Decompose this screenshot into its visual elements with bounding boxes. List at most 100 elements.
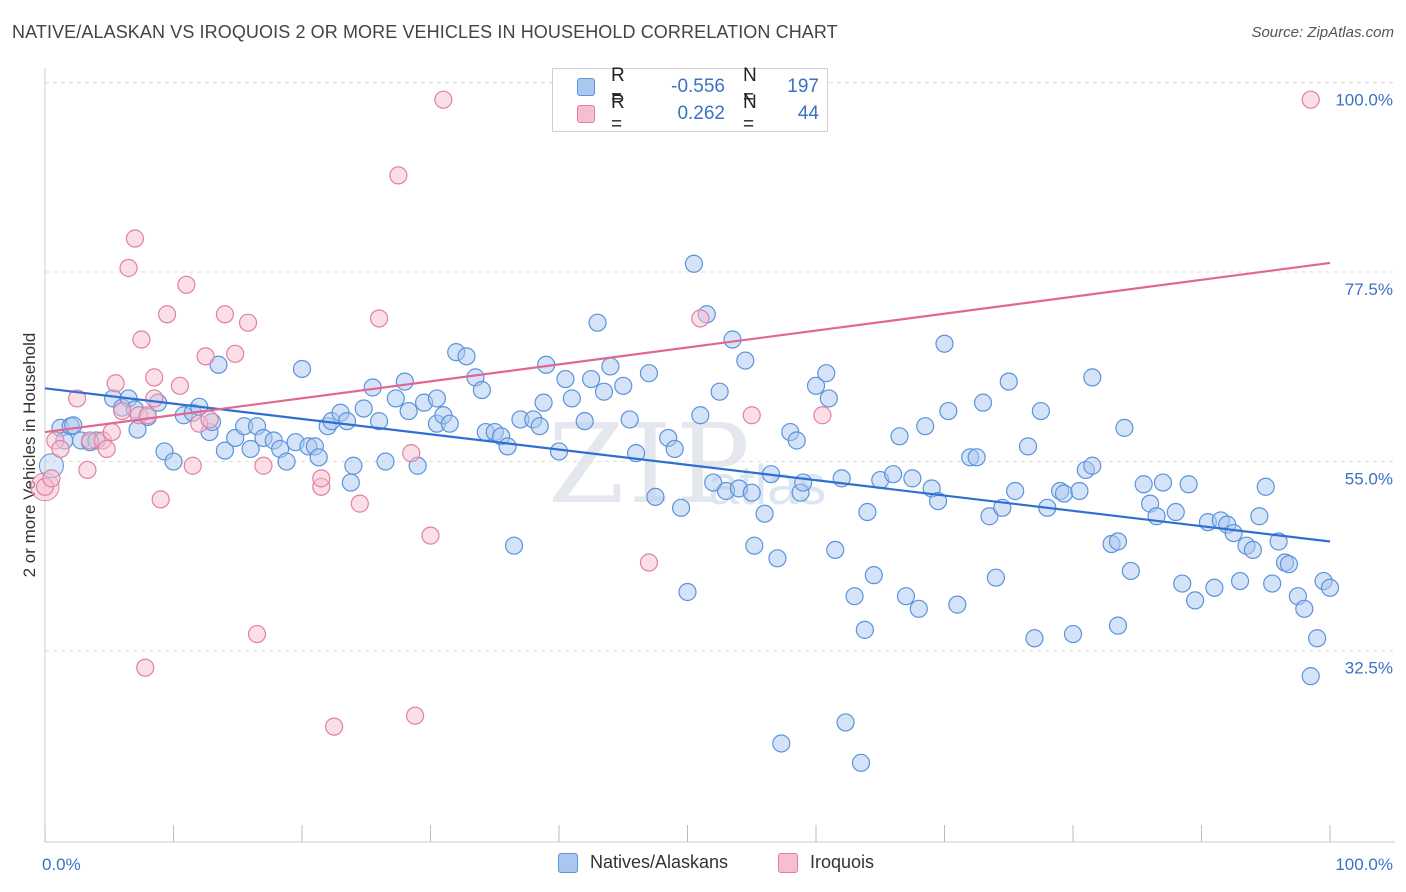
native-point (710, 382, 729, 401)
native-point (916, 417, 935, 436)
native-point (370, 412, 389, 431)
series-swatch-natives (558, 852, 578, 873)
iroquois-point (312, 469, 331, 488)
native-point (376, 452, 395, 471)
native-point (588, 313, 607, 332)
native-point (1083, 456, 1102, 475)
native-point (337, 412, 357, 431)
native-point (794, 473, 813, 492)
chart-title: NATIVE/ALASKAN VS IROQUOIS 2 OR MORE VEH… (12, 22, 838, 42)
iroquois-point (226, 344, 245, 363)
iroquois-point (151, 490, 170, 509)
series-legend-natives: Natives/Alaskans (558, 852, 728, 873)
iroquois-point (254, 456, 273, 475)
native-point (386, 389, 405, 408)
native-point (620, 410, 639, 429)
native-point (704, 473, 723, 492)
iroquois-point (325, 717, 344, 736)
legend-r-value: -0.556 (671, 76, 725, 97)
native-point (903, 469, 922, 488)
native-point (1224, 523, 1243, 543)
series-legend: Natives/Alaskans Iroquois (0, 852, 1406, 876)
native-point (928, 491, 948, 511)
iroquois-point (238, 313, 258, 332)
native-point (427, 389, 447, 408)
native-point (562, 389, 581, 408)
native-point (440, 414, 459, 433)
native-point (1205, 578, 1224, 597)
iroquois-point (136, 658, 155, 677)
iroquois-point (350, 494, 369, 513)
series-label-iroquois: Iroquois (810, 852, 875, 872)
native-point (665, 439, 684, 459)
legend-r-label: R = (611, 92, 625, 135)
native-point (639, 364, 659, 383)
y-tick-label: 32.5% (1345, 659, 1393, 678)
native-point (896, 587, 916, 606)
native-point (1263, 574, 1282, 593)
native-point (909, 599, 928, 618)
native-point (691, 406, 710, 425)
native-point (601, 357, 620, 376)
iroquois-point (51, 439, 70, 459)
iroquois-point (112, 401, 132, 421)
iroquois-point (68, 389, 87, 408)
native-point (354, 399, 373, 418)
native-point (209, 355, 228, 374)
native-point (723, 330, 742, 349)
iroquois-point (639, 553, 659, 572)
native-point (890, 427, 909, 446)
iroquois-point (389, 166, 408, 185)
legend-n-label: N = (743, 65, 757, 108)
native-point (646, 487, 665, 506)
native-point (819, 389, 838, 408)
native-point (1115, 418, 1134, 437)
native-point (817, 364, 836, 383)
iroquois-point (102, 422, 121, 442)
native-point (530, 417, 549, 436)
iroquois-point (78, 460, 97, 480)
native-point (1063, 624, 1083, 644)
iroquois-point (97, 439, 116, 459)
native-point (826, 540, 845, 560)
native-point (1179, 475, 1198, 494)
native-point (1083, 368, 1102, 387)
native-point (1166, 502, 1185, 522)
legend-r-value: 0.262 (677, 103, 725, 124)
native-point (883, 465, 903, 484)
iroquois-point (157, 305, 177, 324)
native-point (534, 393, 553, 412)
iroquois-point (215, 305, 234, 324)
native-point (671, 498, 691, 517)
native-point (973, 393, 993, 412)
series-legend-iroquois: Iroquois (778, 852, 874, 873)
native-point (768, 549, 787, 568)
iroquois-point (183, 456, 202, 475)
iroquois-point (434, 90, 453, 109)
native-point (935, 334, 954, 353)
native-point (309, 448, 328, 467)
series-label-natives: Natives/Alaskans (590, 852, 729, 872)
iroquois-point (42, 469, 61, 488)
native-point (684, 254, 704, 273)
native-point (1108, 532, 1128, 551)
native-point (1269, 532, 1288, 551)
native-point (1070, 481, 1089, 501)
native-point (948, 595, 967, 614)
native-point (344, 456, 363, 475)
iroquois-point (1301, 90, 1320, 109)
iroquois-point (200, 410, 219, 429)
native-point (742, 483, 761, 502)
iroquois-point (742, 406, 761, 425)
native-point (556, 369, 575, 389)
native-point (1230, 571, 1250, 591)
native-point (1185, 591, 1205, 610)
legend-n-value: 197 (787, 76, 819, 97)
native-point (241, 439, 260, 459)
native-point (999, 372, 1018, 391)
native-point (64, 416, 83, 435)
native-point (1301, 667, 1320, 686)
stats-legend: R = -0.556 N = 197 R = 0.262 N = 44 (552, 65, 828, 135)
native-point (1320, 578, 1340, 597)
